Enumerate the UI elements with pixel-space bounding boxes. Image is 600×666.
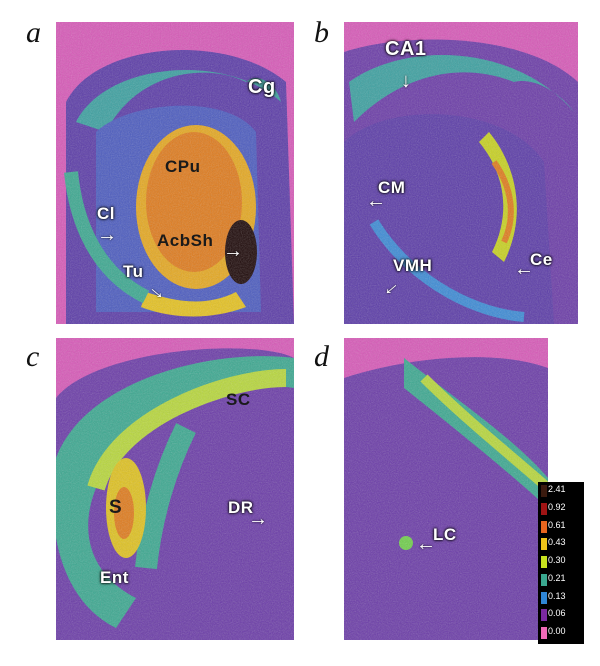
label-tu: Tu — [123, 262, 144, 281]
color-scale-value: 0.30 — [548, 555, 566, 566]
label-sc: SC — [226, 390, 251, 409]
label-acbsh: AcbSh — [157, 231, 214, 250]
label-cg: Cg — [248, 76, 276, 98]
color-scale-tick: 2.41 — [539, 483, 583, 499]
panel-letter-b: b — [314, 16, 329, 49]
section-b-image — [344, 22, 578, 324]
brain-section-b — [344, 22, 578, 324]
label-cm: CM — [378, 178, 406, 197]
label-vmh: VMH — [393, 256, 433, 275]
color-scale-bar: 2.41 0.92 0.61 0.43 0.30 0.21 0.13 0.06 0.00 — [538, 482, 584, 644]
arrow-acbsh: → — [223, 240, 243, 262]
label-ce: Ce — [530, 250, 553, 269]
color-scale-value: 2.41 — [548, 484, 566, 494]
color-scale-swatch — [541, 591, 547, 604]
color-scale-tick: 0.61 — [539, 519, 583, 535]
color-scale-value: 0.00 — [548, 626, 566, 637]
brain-section-d — [344, 338, 548, 640]
arrow-ca1: → — [397, 71, 420, 92]
color-scale-tick: 0.06 — [539, 607, 583, 623]
color-scale-swatch — [541, 573, 547, 586]
color-scale-tick: 0.43 — [539, 536, 583, 552]
brain-section-c — [56, 338, 294, 640]
color-scale-value: 0.61 — [548, 519, 566, 530]
label-cpu: CPu — [165, 157, 201, 176]
color-scale-value: 0.43 — [548, 537, 566, 548]
arrow-cm: ← — [366, 190, 386, 212]
arrow-lc: ← — [416, 533, 436, 555]
panel-letter-d: d — [314, 340, 329, 373]
color-scale-swatch — [541, 609, 547, 622]
color-scale-value: 0.92 — [548, 501, 566, 512]
color-scale-swatch — [541, 627, 547, 640]
arrow-cl: → — [97, 224, 117, 246]
arrow-dr: → — [248, 508, 268, 530]
brain-section-a — [56, 22, 294, 324]
color-scale-swatch — [541, 556, 547, 569]
color-scale-swatch — [541, 538, 547, 551]
label-dr: DR — [228, 498, 254, 517]
color-scale-value: 0.06 — [548, 608, 566, 619]
color-scale-value: 0.13 — [548, 590, 566, 601]
color-scale-tick: 0.00 — [539, 625, 583, 641]
color-scale-value: 0.21 — [548, 572, 566, 583]
panel-letter-a: a — [26, 16, 41, 49]
color-scale-swatch — [541, 502, 547, 515]
label-lc: LC — [433, 525, 457, 544]
label-s: S — [109, 497, 123, 518]
label-cl: Cl — [97, 204, 115, 223]
color-scale-tick: 0.92 — [539, 501, 583, 517]
panel-letter-c: c — [26, 340, 40, 373]
color-scale-swatch — [541, 520, 547, 533]
color-scale-tick: 0.13 — [539, 590, 583, 606]
section-d-image — [344, 338, 548, 640]
label-ca1: CA1 — [385, 38, 427, 60]
section-c-image — [56, 338, 294, 640]
color-scale-tick: 0.30 — [539, 554, 583, 570]
label-ent: Ent — [100, 568, 129, 587]
color-scale-tick: 0.21 — [539, 572, 583, 588]
section-a-image — [56, 22, 294, 324]
color-scale-swatch — [541, 485, 547, 497]
arrow-ce: ← — [514, 258, 534, 280]
